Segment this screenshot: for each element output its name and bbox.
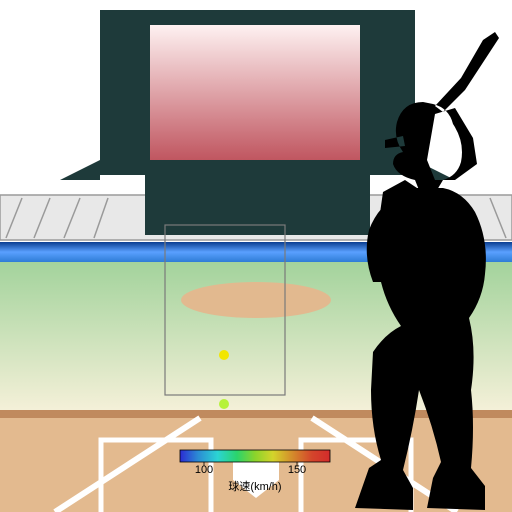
scoreboard-screen: [150, 25, 360, 160]
pitch-marker: [219, 399, 229, 409]
pitch-location-diagram: 100 150 球速(km/h): [0, 0, 512, 512]
scoreboard-base: [145, 175, 370, 235]
pitchers-mound: [181, 282, 331, 318]
pitch-marker: [219, 350, 229, 360]
speed-colorbar: [180, 450, 330, 462]
colorbar-labels: 100 150 球速(km/h): [0, 464, 512, 496]
colorbar-tick-label: 150: [288, 464, 306, 476]
scoreboard-wing-left: [60, 160, 100, 180]
colorbar-tick-label: 100: [195, 464, 213, 476]
colorbar-title: 球速(km/h): [180, 478, 330, 494]
